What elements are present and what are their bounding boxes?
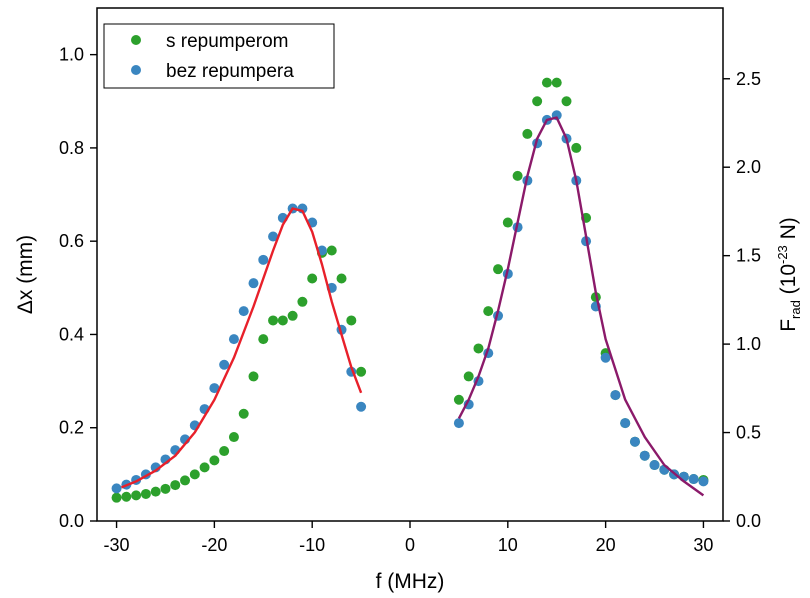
- data-point: [453, 418, 464, 429]
- data-point: [297, 296, 308, 307]
- data-point: [561, 96, 572, 107]
- legend-box: [103, 23, 335, 89]
- data-point: [140, 488, 151, 499]
- y-tick-label: 0.8: [59, 138, 84, 158]
- x-tick-label: 0: [405, 535, 415, 555]
- data-point: [571, 142, 582, 153]
- data-point: [688, 474, 699, 485]
- y-tick-label: 0.0: [59, 511, 84, 531]
- data-point: [238, 306, 249, 317]
- data-point: [258, 334, 269, 345]
- data-point: [268, 231, 279, 242]
- series-2: [121, 207, 363, 489]
- data-point: [346, 315, 357, 326]
- legend: s repumperom bez repumpera: [103, 23, 335, 89]
- y2-axis-label-main: F: [777, 319, 800, 332]
- data-point: [541, 77, 552, 88]
- x-tick-label: 30: [693, 535, 713, 555]
- data-point: [228, 334, 239, 345]
- series-1: [111, 110, 709, 494]
- data-point: [698, 476, 709, 487]
- data-point: [131, 490, 142, 501]
- y2-axis-label-sup: -23: [775, 245, 790, 264]
- x-tick-label: 20: [596, 535, 616, 555]
- y-tick-label: 0.4: [59, 324, 84, 344]
- data-point: [493, 264, 504, 275]
- data-point: [228, 432, 239, 443]
- fit-line: [121, 207, 363, 489]
- data-point: [209, 383, 220, 394]
- data-point: [610, 390, 621, 401]
- data-point: [160, 483, 171, 494]
- data-point: [219, 446, 230, 457]
- axis-ticks: -30 -20 -10 0 10 20 30 0.0 0.2 0.4 0.6 0.8 1.0 0.0 0.5…: [59, 45, 761, 555]
- legend-label: s repumperom: [166, 31, 289, 52]
- x-tick-label: -20: [201, 535, 227, 555]
- y2-axis-label-rest2: N): [777, 217, 800, 245]
- y-axis-label: Δx (mm): [14, 235, 37, 314]
- series-0: [111, 77, 709, 503]
- y-tick-label: 0.6: [59, 231, 84, 251]
- data-point: [600, 352, 611, 363]
- data-point: [502, 217, 513, 228]
- data-point: [649, 460, 660, 471]
- data-point: [307, 273, 318, 284]
- data-point: [356, 401, 367, 412]
- data-point: [111, 492, 122, 503]
- data-point: [199, 462, 210, 473]
- data-point: [326, 245, 337, 256]
- y-tick-label: 1.0: [59, 45, 84, 65]
- data-point: [639, 450, 650, 461]
- x-tick-label: 10: [498, 535, 518, 555]
- data-point: [258, 254, 269, 265]
- data-point: [551, 77, 562, 88]
- data-point: [287, 310, 298, 321]
- data-point: [150, 486, 161, 497]
- y2-tick-label: 2.0: [736, 157, 761, 177]
- data-point: [268, 315, 279, 326]
- y2-tick-label: 1.0: [736, 334, 761, 354]
- data-point: [277, 315, 288, 326]
- data-point: [219, 359, 230, 370]
- x-tick-label: -30: [104, 535, 130, 555]
- y2-axis-label: Frad (10-23 N): [775, 217, 803, 332]
- data-point: [532, 96, 543, 107]
- data-point: [463, 371, 474, 382]
- y2-tick-label: 2.5: [736, 69, 761, 89]
- data-point: [483, 306, 494, 317]
- y-tick-label: 0.2: [59, 418, 84, 438]
- fit-line: [457, 116, 705, 497]
- data-point: [209, 455, 220, 466]
- data-point: [453, 394, 464, 405]
- data-point: [238, 408, 249, 419]
- x-tick-label: -10: [299, 535, 325, 555]
- data-point: [121, 491, 132, 502]
- data-point: [356, 366, 367, 377]
- legend-marker: [131, 65, 141, 75]
- data-point: [620, 418, 631, 429]
- y2-axis-label-sub: rad: [788, 300, 803, 319]
- data-point: [629, 436, 640, 447]
- data-point: [522, 128, 533, 139]
- y2-tick-label: 0.0: [736, 511, 761, 531]
- data-point: [111, 483, 122, 494]
- legend-marker: [131, 35, 141, 45]
- data-point: [189, 469, 200, 480]
- data-point: [170, 480, 181, 491]
- series-3: [457, 116, 705, 497]
- data-point: [248, 371, 259, 382]
- x-axis-label: f (MHz): [376, 570, 445, 593]
- y2-axis-label-rest1: (10: [777, 264, 800, 300]
- data-point: [336, 273, 347, 284]
- legend-label: bez repumpera: [166, 61, 294, 82]
- y2-tick-label: 0.5: [736, 423, 761, 443]
- data-point: [473, 343, 484, 354]
- data-point: [512, 170, 523, 181]
- data-point: [180, 475, 191, 486]
- data-point: [248, 278, 259, 289]
- y2-tick-label: 1.5: [736, 246, 761, 266]
- series-layer: [111, 77, 709, 503]
